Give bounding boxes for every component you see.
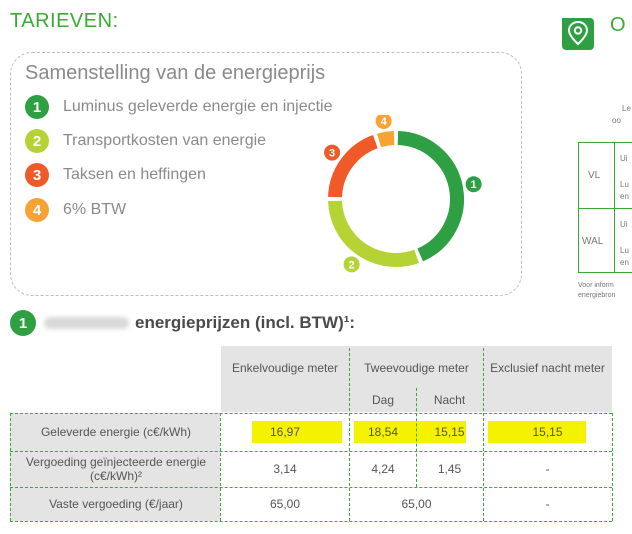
price-cell: 1,45 (437, 462, 462, 476)
table-rule (612, 413, 613, 521)
donut-badge-1 (465, 176, 482, 193)
price-cell: 4,24 (371, 462, 395, 476)
price-cell: 15,15 (434, 425, 465, 439)
side-text: Ui (620, 220, 628, 229)
price-cell: 15,15 (532, 425, 563, 439)
row-label-bg (10, 451, 220, 487)
col-header-single: Enkelvoudige meter (231, 361, 339, 375)
table-rule (10, 413, 612, 414)
side-text: Ui (620, 154, 628, 163)
donut-segment-1 (397, 131, 464, 262)
legend-label: 6% BTW (63, 201, 127, 218)
side-text: oo (612, 116, 621, 125)
legend-label: Transportkosten van energie (63, 132, 267, 149)
donut-badge-label: 4 (381, 116, 388, 128)
side-region: VL (588, 170, 601, 181)
legend-item-2: 2 Transportkosten van energie (25, 128, 266, 154)
side-rule (614, 142, 615, 272)
side-text: en (620, 258, 629, 267)
row-label-bg (10, 413, 220, 451)
price-cell: - (545, 497, 550, 511)
table-rule (220, 413, 221, 521)
legend-label: Luminus geleverde energie en injectie (63, 98, 333, 115)
side-rule (578, 208, 632, 209)
col-header-day: Dag (371, 393, 394, 407)
price-cell: 65,00 (269, 497, 301, 511)
table-rule (416, 388, 417, 487)
price-cell: 65,00 (401, 497, 432, 511)
side-rule (578, 272, 632, 273)
donut-badge-label: 2 (349, 259, 355, 271)
location-pin-icon (556, 12, 596, 52)
side-text: Voor inform (578, 282, 614, 289)
donut-badge-3 (324, 144, 341, 161)
page-title: TARIEVEN: (10, 10, 119, 32)
donut-badge-label: 3 (329, 148, 335, 160)
row-label: Geleverde energie (c€/kWh) (40, 425, 192, 439)
legend-item-4: 4 6% BTW (25, 197, 126, 223)
donut-badge-4 (375, 115, 392, 129)
table-rule (10, 413, 11, 521)
col-header-excl-night: Exclusief nacht meter (490, 361, 605, 375)
side-rule (578, 142, 579, 272)
col-header-dual: Tweevoudige meter (364, 361, 469, 375)
col-header-night: Nacht (433, 393, 466, 407)
donut-segment-2 (328, 200, 420, 267)
highlight (488, 421, 586, 443)
prices-heading: 1 energieprijzen (incl. BTW)¹: (10, 310, 355, 336)
legend-badge: 1 (25, 95, 49, 119)
prices-heading-text: energieprijzen (incl. BTW)¹: (135, 313, 356, 332)
side-text: Le (622, 104, 631, 113)
donut-segment-3 (328, 135, 378, 198)
side-rule (578, 142, 632, 143)
donut-badge-2 (343, 256, 360, 273)
highlight (252, 421, 342, 443)
side-region: WAL (582, 236, 604, 247)
table-rule (349, 348, 350, 521)
legend-badge: 2 (25, 129, 49, 153)
side-text: en (620, 192, 629, 201)
price-composition-donut: 1 2 3 4 (324, 115, 482, 273)
price-cell: 3,14 (273, 462, 297, 476)
legend-item-1: 1 Luminus geleverde energie en injectie (25, 94, 333, 120)
table-rule (10, 521, 612, 522)
blurred-brand-text (44, 317, 129, 329)
side-text: energiebron (578, 292, 616, 299)
table-rule (10, 487, 612, 488)
row-label: Vaste vergoeding (€/jaar) (49, 497, 183, 511)
composition-heading: Samenstelling van de energieprijs (25, 62, 326, 84)
section-heading-fragment: O (610, 14, 626, 36)
legend-item-3: 3 Taksen en heffingen (25, 162, 206, 188)
composition-panel (10, 52, 522, 296)
legend-label: Taksen en heffingen (63, 166, 206, 183)
donut-segment-4 (377, 131, 395, 148)
row-label-bg (10, 487, 220, 521)
legend-badge: 3 (25, 163, 49, 187)
row-label: Vergoeding geïnjecteerde energie (c€/kWh… (25, 455, 207, 483)
price-cell: 18,54 (367, 425, 399, 439)
table-rule (10, 451, 612, 452)
side-text: Lu (620, 180, 629, 189)
side-text: Lu (620, 246, 629, 255)
highlight (354, 421, 466, 443)
section-badge: 1 (10, 310, 36, 336)
legend-badge: 4 (25, 198, 49, 222)
price-cell: - (545, 462, 550, 476)
donut-badge-label: 1 (471, 179, 477, 191)
price-cell: 16,97 (269, 425, 301, 439)
table-rule (483, 348, 484, 521)
